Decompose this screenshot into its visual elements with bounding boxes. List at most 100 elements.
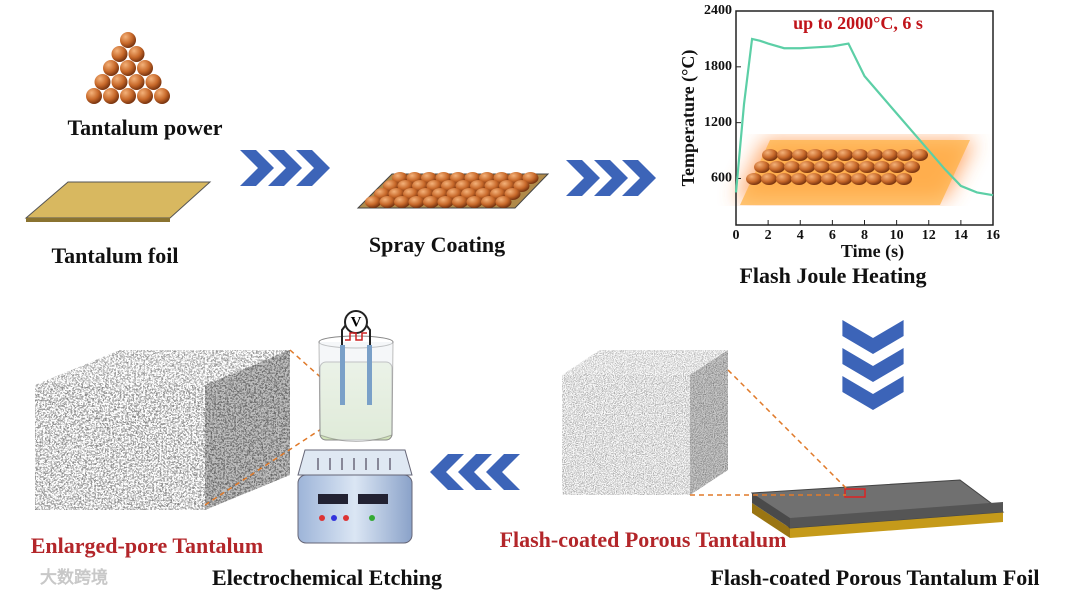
particle [103,88,119,104]
label: Flash-coated Porous Tantalum [500,527,787,552]
particle [437,196,454,208]
particle [111,46,128,62]
particle [837,149,853,161]
particle [754,161,770,173]
particle [822,149,838,161]
particle [912,149,928,161]
particle [120,60,136,76]
temperature-line [734,37,994,197]
particle [137,88,153,104]
beaker [318,310,394,442]
particle [481,196,497,208]
foil-porous-side [752,493,790,528]
foil-gold [790,512,1003,538]
watermark: 大数跨境 [40,567,108,588]
particle [867,149,883,161]
x-tick-label: 10 [890,228,904,243]
particle [120,88,136,104]
particle [882,149,898,161]
chevron [240,150,274,186]
x-tick-label: 4 [797,228,804,243]
particle [762,149,778,161]
tantalum-foil [24,181,212,219]
particle [769,161,785,173]
particle [761,173,777,185]
particle [897,149,913,161]
particle [777,149,793,161]
y-tick-label: 1800 [704,59,732,74]
chevron [842,376,904,410]
heated-particles [746,149,928,185]
particle [111,74,128,90]
temperature-chart: 600 1200 1800 2400 0 2 4 6 8 10 12 14 16 Time (s) Temp… [678,3,1000,262]
particle [365,196,381,208]
y-tick-label: 2400 [704,3,732,18]
x-tick-label: 8 [861,228,868,243]
foil-porous-front [790,502,1003,528]
particle [394,196,410,208]
porous-cube [562,350,728,495]
particle [836,173,852,185]
label: Flash Joule Heating [739,263,926,288]
chevron [458,454,492,490]
region-marker [844,488,866,498]
particle [408,196,425,208]
particle [504,188,521,200]
particles [86,32,539,208]
enlarged-pore-cube [35,350,290,510]
label: Spray Coating [369,232,505,257]
x-tick-label: 14 [954,228,968,243]
label: Electrochemical Etching [212,565,442,590]
particle [86,88,102,104]
chevron [594,160,628,196]
particle [776,173,792,185]
particle [784,161,800,173]
particle [807,149,823,161]
particle [466,196,483,208]
particle [799,161,815,173]
annotation: up to 2000°C, 6 s [793,13,923,33]
arrows [240,150,904,490]
particle [874,161,890,173]
x-tick-label: 0 [733,228,740,243]
y-tick-label: 600 [711,171,732,186]
foil-gold-side [752,503,790,538]
particle [792,149,808,161]
particle [896,173,912,185]
particle [821,173,837,185]
particle [844,161,860,173]
y-axis-label: Temperature (°C) [678,50,699,187]
particle [423,196,439,208]
ultrasonic-bath [297,449,413,544]
chevron [566,160,600,196]
particle [128,74,145,90]
voltage-label: V [351,314,362,330]
x-tick-label: 16 [986,228,1000,243]
label: Enlarged-pore Tantalum [31,533,263,558]
label: Tantalum foil [52,243,179,268]
particle [852,149,868,161]
chevron [622,160,656,196]
particle [120,32,136,48]
x-tick-label: 12 [922,228,936,243]
chevron [430,454,464,490]
particle [137,60,153,76]
chevron [296,150,330,186]
chevron [842,348,904,382]
particle [379,196,396,208]
particle [806,173,822,185]
x-axis-label: Time (s) [841,241,904,262]
particle [452,196,468,208]
particle [889,161,905,173]
y-tick-label: 1200 [704,115,732,130]
particle [851,173,867,185]
particle [829,161,845,173]
x-tick-label: 6 [829,228,836,243]
particle [94,74,111,90]
foil-edge [26,218,170,222]
particle [495,196,512,208]
particle [814,161,830,173]
particle [881,173,897,185]
particle [154,88,170,104]
